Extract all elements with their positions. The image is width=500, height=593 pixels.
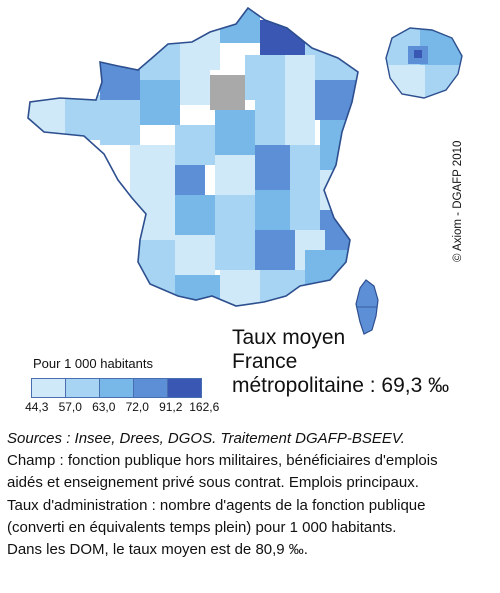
map-region xyxy=(175,195,215,235)
map-region xyxy=(210,75,245,110)
choropleth-map xyxy=(27,6,463,335)
champ-line-2: aidés et enseignement privé sous contrat… xyxy=(7,474,419,492)
map-region xyxy=(220,270,260,306)
map-region xyxy=(175,275,220,306)
legend-box xyxy=(100,379,134,397)
legend-box xyxy=(32,379,66,397)
champ-line-1: Champ : fonction publique hors militaire… xyxy=(7,452,438,470)
legend-color-scale xyxy=(31,378,202,398)
map-region xyxy=(414,50,422,58)
map-region xyxy=(100,55,140,100)
legend-tick: 72,0 xyxy=(125,400,149,414)
average-line-1: Taux moyen xyxy=(232,326,346,349)
legend-title: Pour 1 000 habitants xyxy=(33,356,153,371)
map-region xyxy=(320,120,358,170)
map-region xyxy=(255,145,290,190)
legend-tick: 57,0 xyxy=(58,400,82,414)
map-region xyxy=(180,70,210,105)
legend-tick: 63,0 xyxy=(92,400,116,414)
legend-box xyxy=(168,379,201,397)
legend-box xyxy=(134,379,168,397)
sources-line: Sources : Insee, Drees, DGOS. Traitement… xyxy=(7,430,405,447)
legend-tick: 44,3 xyxy=(25,400,49,414)
map-region xyxy=(215,195,255,230)
taux-line-2: (converti en équivalents temps plein) po… xyxy=(7,518,397,536)
map-region xyxy=(28,8,70,60)
taux-line-1: Taux d'administration : nombre d'agents … xyxy=(7,496,426,514)
map-region xyxy=(260,270,305,306)
copyright-credit: © Axiom - DGAFP 2010 xyxy=(452,140,464,262)
map-region xyxy=(255,190,290,230)
average-line-3: métropolitaine : 69,3 ‰ xyxy=(232,374,450,397)
map-region xyxy=(215,230,255,270)
map-region xyxy=(175,235,215,275)
map-region xyxy=(285,100,315,145)
map-region xyxy=(175,165,205,195)
map-region xyxy=(255,230,295,270)
map-region xyxy=(320,170,358,210)
france-outline xyxy=(27,6,359,307)
map-region xyxy=(315,80,358,120)
legend-tick: 91,2 xyxy=(159,400,183,414)
map-region xyxy=(140,80,180,125)
dom-line: Dans les DOM, le taux moyen est de 80,9 … xyxy=(7,541,308,559)
map-region xyxy=(285,55,315,100)
map-region xyxy=(245,55,285,100)
map-region xyxy=(220,8,260,43)
legend-box xyxy=(66,379,100,397)
map-region xyxy=(255,100,285,145)
map-region xyxy=(130,145,175,195)
average-rate: Taux moyen France métropolitaine : 69,3 … xyxy=(232,326,449,398)
source-notes: Sources : Insee, Drees, DGOS. Traitement… xyxy=(7,428,497,561)
legend-ticks: 44,3 57,0 63,0 72,0 91,2 162,6 xyxy=(20,400,221,414)
map-region xyxy=(175,125,215,165)
map-region xyxy=(120,240,175,306)
ile-de-france-outline xyxy=(385,27,463,99)
map-region xyxy=(290,145,320,190)
map-region xyxy=(140,40,180,80)
legend-tick: 162,6 xyxy=(189,400,220,414)
map-region xyxy=(100,100,140,145)
map-region xyxy=(65,95,100,140)
map-region xyxy=(130,195,175,240)
map-region xyxy=(180,30,220,70)
map-region xyxy=(290,190,320,230)
average-line-2: France xyxy=(232,350,298,373)
map-region xyxy=(215,110,255,155)
map-region xyxy=(215,155,255,195)
